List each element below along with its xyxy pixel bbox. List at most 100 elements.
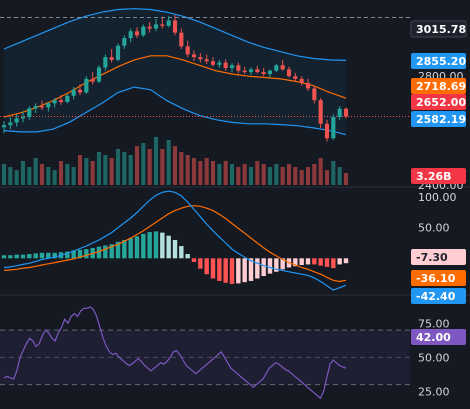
volume-bar	[191, 158, 197, 185]
volume-bar	[65, 164, 70, 185]
macd-value-label-text: -36.10	[416, 272, 456, 285]
macd-histogram-bar	[134, 236, 140, 259]
volume-bar	[318, 158, 323, 185]
macd-histogram-bar	[191, 258, 197, 262]
candle	[172, 20, 178, 33]
candle	[318, 100, 323, 124]
macd-histogram-bar	[248, 258, 254, 281]
price-value-label: 2855.20	[411, 53, 466, 69]
volume-bar	[305, 167, 311, 185]
macd-histogram-bar	[153, 231, 159, 259]
macd-panel	[1, 190, 349, 291]
volume-bar	[115, 149, 121, 185]
macd-histogram-bar	[84, 249, 89, 259]
candle	[217, 62, 222, 65]
macd-histogram-bar	[242, 258, 247, 283]
macd-histogram-bar	[217, 258, 222, 281]
price-value-label-text: 3.26B	[416, 170, 452, 183]
macd-histogram-bar	[179, 246, 184, 259]
macd-histogram-bar	[293, 258, 298, 267]
candle	[166, 20, 171, 26]
candle	[39, 106, 45, 108]
candle	[58, 100, 64, 103]
candle	[77, 89, 83, 93]
macd-histogram-bar	[337, 258, 342, 265]
price-value-label: 2718.69	[411, 78, 466, 94]
macd-histogram-bar	[103, 245, 108, 259]
volume-bar	[27, 167, 32, 185]
candle	[261, 72, 266, 74]
volume-bar	[166, 140, 171, 185]
candle	[179, 32, 184, 47]
volume-bar	[147, 149, 152, 185]
volume-bar	[312, 164, 317, 185]
macd-histogram-bar	[210, 258, 216, 279]
price-value-label-bg	[410, 20, 467, 38]
candle	[71, 89, 76, 96]
macd-histogram-bar	[166, 235, 171, 259]
bollinger-upper-line	[3, 8, 347, 61]
price-value-label-bg	[411, 111, 466, 127]
macd-histogram-bar	[96, 246, 102, 259]
candle	[293, 76, 298, 79]
candle	[27, 108, 32, 117]
macd-histogram-bar	[236, 258, 241, 284]
candle	[267, 70, 273, 74]
candle	[305, 82, 311, 89]
price-value-label: 2652.00	[411, 94, 466, 110]
macd-histogram-bar	[46, 252, 51, 259]
macd-histogram-bar	[52, 252, 57, 259]
rsi-line	[3, 306, 347, 400]
macd-value-label-bg	[411, 270, 466, 286]
candle	[312, 88, 317, 101]
volume-bar	[128, 155, 133, 185]
price-value-label-text: 2582.19	[416, 113, 466, 126]
volume-bar	[109, 158, 114, 185]
volume-bar	[134, 146, 140, 185]
candle	[229, 65, 235, 69]
macd-histogram-bar	[185, 254, 190, 259]
candle	[153, 24, 159, 29]
macd-histogram-bar	[305, 258, 311, 265]
candle	[84, 78, 89, 93]
candle	[122, 38, 127, 46]
volume-bar	[210, 161, 216, 185]
macd-histogram-bar	[27, 254, 32, 259]
candle	[223, 62, 228, 69]
volume-bar	[58, 161, 64, 185]
macd-value-label-bg	[411, 249, 466, 265]
candle	[274, 65, 279, 71]
macd-histogram-bar	[280, 258, 285, 270]
price-value-label: 2582.19	[411, 111, 466, 127]
candle	[52, 100, 57, 104]
volume-bar	[14, 170, 19, 185]
macd-value-label-bg	[411, 288, 466, 304]
candle	[248, 69, 254, 73]
macd-histogram-bar	[128, 238, 133, 259]
volume-bar	[286, 164, 292, 185]
volume-bar	[337, 167, 342, 185]
candle	[134, 31, 140, 36]
macd-histogram-bar	[147, 232, 152, 259]
candle	[286, 69, 292, 77]
candle	[210, 61, 216, 65]
macd-histogram-bar	[198, 258, 203, 269]
macd-value-label-text: -7.30	[416, 251, 448, 264]
macd-value-label: -42.40	[411, 288, 466, 304]
macd-histogram-bar	[71, 250, 76, 259]
macd-histogram-bar	[229, 258, 235, 284]
volume-bar	[217, 164, 222, 185]
macd-histogram-bar	[299, 258, 304, 266]
macd-signal-line	[3, 205, 347, 283]
macd-histogram-bar	[141, 233, 146, 259]
macd-histogram-bar	[223, 258, 228, 283]
volume-bar	[223, 161, 228, 185]
price-value-label-text: 3015.78	[416, 23, 466, 36]
volume-bar	[122, 152, 127, 185]
price-value-label: 3015.78	[410, 20, 467, 38]
volume-bar	[39, 164, 45, 185]
volume-bar	[248, 167, 254, 185]
